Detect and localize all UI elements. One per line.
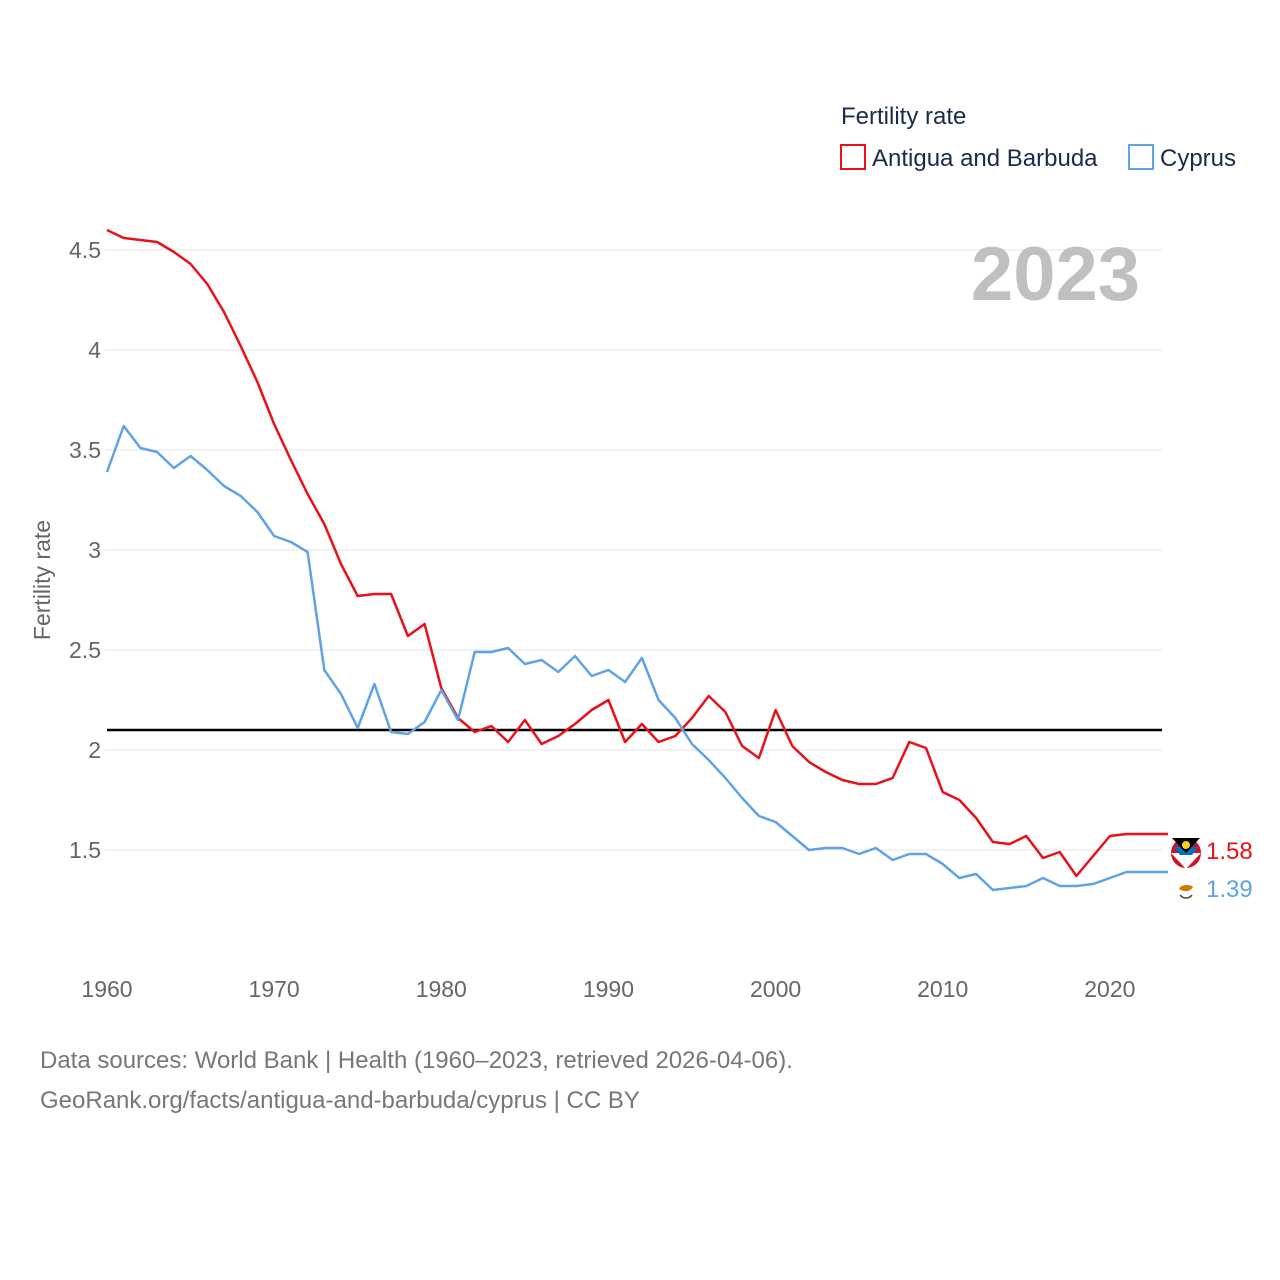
- x-tick-label: 1980: [416, 976, 467, 1002]
- x-tick-label: 2020: [1084, 976, 1135, 1002]
- y-tick-label: 3.5: [69, 437, 101, 463]
- x-tick-label: 2010: [917, 976, 968, 1002]
- x-tick-label: 1990: [583, 976, 634, 1002]
- legend-label-antigua[interactable]: Antigua and Barbuda: [872, 145, 1098, 172]
- y-tick-label: 1.5: [69, 837, 101, 863]
- x-tick-label: 1960: [81, 976, 132, 1002]
- y-tick-label: 2: [88, 737, 101, 763]
- cyprus-flag-icon: [1177, 882, 1195, 900]
- x-axis-ticks: 1960 1970 1980 1990 2000 2010 2020: [81, 976, 1135, 1002]
- y-tick-label: 3: [88, 537, 101, 563]
- end-value-antigua: 1.58: [1206, 838, 1253, 865]
- legend-swatch-cyprus[interactable]: [1128, 144, 1154, 170]
- x-tick-label: 1970: [249, 976, 300, 1002]
- year-watermark: 2023: [971, 232, 1140, 317]
- series-line-cyprus[interactable]: [105, 424, 1168, 892]
- antigua-flag-icon: [1171, 838, 1201, 869]
- series-line-antigua[interactable]: [106, 228, 1168, 878]
- legend-title: Fertility rate: [841, 103, 966, 130]
- series-layer: [105, 228, 1168, 892]
- y-tick-label: 4: [88, 337, 101, 363]
- source-url-text[interactable]: GeoRank.org/facts/antigua-and-barbuda/cy…: [40, 1087, 640, 1114]
- legend: Fertility rate Antigua and Barbuda Cypru…: [840, 103, 1236, 172]
- legend-label-cyprus[interactable]: Cyprus: [1160, 145, 1236, 172]
- end-value-cyprus: 1.39: [1206, 876, 1253, 903]
- y-tick-label: 4.5: [69, 237, 101, 263]
- y-axis-ticks: 1.5 2 2.5 3 3.5 4 4.5: [69, 237, 101, 863]
- x-tick-label: 2000: [750, 976, 801, 1002]
- y-axis-title: Fertility rate: [29, 520, 55, 640]
- legend-swatch-antigua[interactable]: [840, 144, 866, 170]
- grid-layer: [105, 249, 1162, 851]
- data-sources-text: Data sources: World Bank | Health (1960–…: [40, 1047, 793, 1074]
- y-tick-label: 2.5: [69, 637, 101, 663]
